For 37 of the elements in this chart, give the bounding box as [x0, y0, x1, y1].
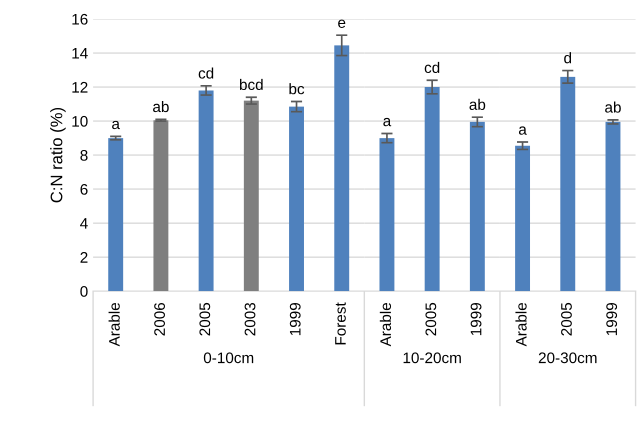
x-axis-title: 10-20cm: [404, 352, 461, 364]
x-tick-label: Arable: [108, 302, 120, 346]
data-label: e: [338, 20, 346, 28]
x-tick-label: 2005: [561, 302, 572, 336]
data-label: cd: [198, 67, 214, 79]
data-label: a: [383, 118, 392, 126]
x-tick-label: 2005: [425, 302, 436, 336]
x-tick-label: 2005: [199, 302, 210, 336]
y-tick-label: 4: [80, 218, 88, 229]
data-label: bcd: [240, 78, 263, 90]
data-label: d: [564, 52, 572, 64]
x-tick-label: 2003: [244, 302, 256, 336]
y-tick-label: 16: [72, 14, 88, 25]
data-label: ab: [470, 98, 486, 110]
x-tick-label: 2006: [154, 302, 165, 336]
y-tick-label: 0: [80, 286, 88, 297]
x-axis-title: 20-30cm: [538, 352, 596, 364]
y-tick-label: 8: [80, 150, 88, 161]
x-tick-label: 1999: [470, 303, 482, 336]
data-label: cd: [424, 62, 440, 74]
y-tick-label: 10: [72, 116, 88, 127]
data-label: ab: [153, 100, 169, 112]
data-label: a: [518, 126, 527, 135]
data-label: ab: [605, 101, 621, 113]
x-tick-label: Arable: [515, 302, 527, 346]
x-tick-label: 1999: [290, 303, 301, 336]
x-tick-label: Forest: [335, 302, 346, 344]
x-tick-label: 1999: [606, 303, 618, 336]
data-label: a: [112, 120, 120, 130]
x-axis-title: 0-10cm: [204, 352, 254, 364]
x-tick-label: Arable: [380, 302, 392, 346]
y-tick-label: 2: [80, 252, 88, 263]
y-tick-label: 12: [72, 82, 88, 93]
y-axis-title: C:N ratio (%): [50, 108, 66, 202]
y-tick-label: 14: [72, 48, 88, 59]
data-label: bc: [289, 83, 304, 94]
y-tick-label: 6: [80, 184, 88, 195]
